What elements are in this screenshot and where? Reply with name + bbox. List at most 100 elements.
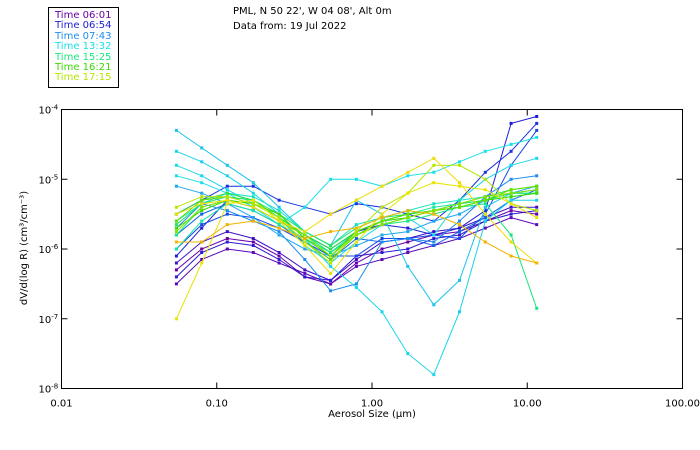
data-point bbox=[200, 251, 204, 254]
data-point bbox=[432, 303, 436, 307]
data-point bbox=[535, 212, 539, 216]
data-point bbox=[458, 205, 461, 209]
data-point bbox=[251, 244, 255, 247]
data-point bbox=[432, 373, 436, 377]
data-point bbox=[432, 219, 436, 223]
data-point bbox=[200, 198, 204, 202]
series-0705 bbox=[174, 121, 539, 223]
data-point bbox=[277, 261, 281, 265]
data-point bbox=[277, 216, 281, 220]
data-point bbox=[303, 205, 307, 209]
series-line bbox=[176, 206, 537, 281]
data-point bbox=[432, 170, 436, 174]
legend-item: Time 15:25 bbox=[55, 51, 112, 63]
data-point bbox=[329, 271, 333, 275]
data-point bbox=[303, 244, 307, 247]
chart-title-location: PML, N 50 22', W 04 08', Alt 0m bbox=[233, 6, 392, 17]
data-point bbox=[329, 282, 333, 286]
data-point bbox=[277, 212, 281, 216]
data-point bbox=[483, 202, 487, 206]
data-point bbox=[432, 212, 436, 216]
data-point bbox=[406, 247, 410, 251]
data-point bbox=[277, 233, 281, 237]
data-point bbox=[329, 244, 333, 247]
data-point bbox=[380, 258, 384, 261]
data-point bbox=[200, 212, 204, 216]
x-tick-label: 0.10 bbox=[206, 399, 228, 410]
data-point bbox=[303, 258, 307, 261]
data-point bbox=[380, 233, 384, 237]
data-point bbox=[251, 198, 255, 202]
data-point bbox=[432, 205, 436, 209]
data-point bbox=[329, 261, 333, 265]
data-point bbox=[535, 223, 539, 227]
data-point bbox=[200, 181, 204, 185]
series-0743 bbox=[174, 174, 539, 293]
series-1800 bbox=[174, 209, 539, 265]
data-point bbox=[251, 219, 255, 223]
series-line bbox=[176, 123, 538, 222]
data-point bbox=[174, 268, 178, 272]
data-point bbox=[354, 240, 358, 244]
data-point bbox=[432, 163, 436, 167]
data-point bbox=[483, 212, 487, 216]
data-point bbox=[277, 219, 281, 223]
data-point bbox=[277, 198, 281, 202]
data-point bbox=[354, 177, 358, 181]
data-point bbox=[458, 226, 461, 230]
data-point bbox=[432, 244, 436, 247]
data-point bbox=[509, 191, 513, 195]
series-1745 bbox=[174, 156, 539, 265]
data-point bbox=[406, 237, 410, 240]
y-tick-label: 10-4 bbox=[39, 104, 59, 117]
data-point bbox=[354, 226, 358, 230]
series-0810 bbox=[174, 184, 539, 258]
data-point bbox=[535, 198, 539, 202]
data-point bbox=[458, 163, 461, 167]
data-point bbox=[200, 202, 204, 206]
data-point bbox=[200, 223, 204, 227]
data-point bbox=[251, 237, 255, 240]
data-point bbox=[174, 230, 178, 234]
data-point bbox=[458, 202, 461, 206]
data-point bbox=[509, 209, 513, 213]
data-point bbox=[200, 258, 204, 261]
data-point bbox=[380, 205, 384, 209]
data-point bbox=[509, 163, 513, 167]
data-point bbox=[406, 264, 410, 268]
data-point bbox=[174, 205, 178, 209]
data-point bbox=[458, 219, 461, 223]
data-point bbox=[380, 184, 384, 188]
data-point bbox=[225, 202, 229, 206]
data-point bbox=[535, 261, 539, 265]
data-point bbox=[303, 247, 307, 251]
data-point bbox=[509, 240, 513, 244]
data-point bbox=[277, 223, 281, 227]
data-point bbox=[225, 163, 229, 167]
data-point bbox=[329, 230, 333, 234]
data-point bbox=[277, 209, 281, 213]
data-point bbox=[174, 174, 178, 178]
data-point bbox=[458, 230, 461, 234]
data-point bbox=[251, 216, 255, 220]
data-point bbox=[174, 219, 178, 223]
data-point bbox=[535, 306, 539, 310]
data-point bbox=[483, 205, 487, 209]
data-point bbox=[354, 254, 358, 258]
data-point bbox=[509, 233, 513, 237]
series-0615 bbox=[174, 205, 539, 282]
data-point bbox=[406, 230, 410, 234]
data-point bbox=[303, 230, 307, 234]
data-point bbox=[200, 226, 204, 230]
data-point bbox=[458, 181, 461, 185]
data-point bbox=[380, 237, 384, 240]
series-line bbox=[176, 175, 537, 292]
data-point bbox=[458, 237, 461, 240]
data-point bbox=[277, 230, 281, 234]
data-point bbox=[458, 160, 461, 164]
y-tick-label: 10-8 bbox=[39, 383, 59, 396]
data-point bbox=[174, 317, 178, 321]
data-point bbox=[251, 251, 255, 254]
data-point bbox=[277, 258, 281, 261]
data-point bbox=[251, 181, 255, 185]
